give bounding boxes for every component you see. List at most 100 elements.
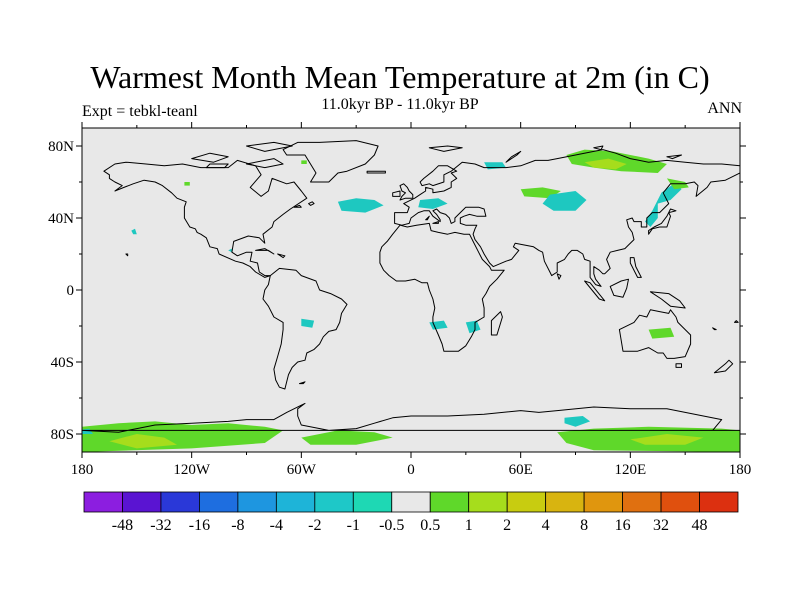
anomaly-patch-23 [184, 182, 190, 186]
colorbar-swatch [160, 491, 200, 513]
colorbar-label: -8 [231, 517, 244, 534]
coastline-0 [103, 159, 308, 278]
coastline-29 [425, 215, 430, 221]
anomaly-patch-17 [429, 320, 448, 330]
colorbar-label: 2 [503, 517, 511, 534]
coastline-31 [299, 381, 306, 385]
colorbar: -48 -32 -16 -8 -4 -2 -1 -0.5 0.5 1 2 4 8 16 32 48 [83, 491, 739, 534]
lat-tick-label: 40S [51, 355, 74, 371]
anomaly-patch-14 [645, 182, 682, 227]
colorbar-label: -48 [112, 517, 133, 534]
lon-tick-label: 180 [71, 462, 94, 478]
coastline-35 [734, 320, 739, 323]
colorbar-swatch [660, 491, 700, 513]
coastline-34 [125, 253, 129, 257]
colorbar-swatch [275, 491, 316, 513]
coastline-22 [246, 141, 293, 152]
coastline-13 [609, 278, 629, 298]
colorbar-label: 0.5 [420, 517, 440, 534]
colorbar-swatch [622, 491, 662, 513]
coastline-36 [712, 327, 717, 331]
coastline-6 [82, 402, 740, 433]
lat-tick-label: 80N [48, 139, 74, 155]
anomaly-patch-2 [301, 430, 393, 445]
colorbar-label: -1 [347, 517, 360, 534]
colorbar-swatch [545, 491, 585, 513]
coastline-23 [246, 158, 284, 169]
coastline-33 [293, 204, 302, 208]
experiment-label: Expt = tebkl-teanl [82, 103, 198, 120]
colorbar-swatch [699, 491, 739, 513]
lon-tick-label: 60E [509, 462, 533, 478]
map-axes: 180 120W 60W 0 60E 120E 180 80N 40N 0 40S 80S [48, 122, 751, 478]
anomaly-patch-21 [228, 248, 232, 253]
lon-tick-label: 120W [173, 462, 211, 478]
colorbar-label: 4 [542, 517, 550, 534]
lat-tick-label: 80S [51, 427, 74, 443]
coastline-1 [262, 267, 348, 390]
coastline-21 [191, 152, 229, 163]
coastline-3 [379, 222, 505, 352]
colorbar-swatch [83, 491, 123, 513]
coastline-18 [556, 273, 562, 280]
anomaly-patch-5 [564, 416, 591, 427]
colorbar-label: -2 [308, 517, 321, 534]
coastline-4 [394, 149, 740, 287]
colorbar-label: 8 [580, 517, 588, 534]
coastline-28 [666, 154, 682, 160]
lon-tick-label: 180 [729, 462, 752, 478]
colorbar-label: 1 [465, 517, 473, 534]
colorbar-label: -4 [270, 517, 283, 534]
coastline-17 [629, 257, 642, 278]
coastline-7 [399, 183, 414, 201]
coastline-10 [648, 208, 677, 235]
colorbar-swatch [391, 491, 431, 513]
coastline-15 [713, 359, 734, 374]
coastline-14 [649, 291, 686, 309]
coastline-27 [593, 145, 604, 151]
colorbar-swatch [122, 491, 162, 513]
coastline-5 [618, 309, 692, 359]
coastline-25 [428, 145, 463, 152]
anomaly-patch-18 [301, 318, 315, 328]
coastline-2 [282, 140, 379, 183]
colorbar-label: 48 [692, 517, 708, 534]
map-area [81, 127, 741, 453]
anomaly-patch-16 [465, 320, 481, 334]
coastline-16 [675, 363, 682, 368]
anomaly-patch-13 [542, 191, 587, 211]
colorbar-swatch [199, 491, 239, 513]
anomaly-patch-20 [131, 228, 137, 235]
anomaly-patch-11 [337, 198, 384, 213]
colorbar-label: -16 [189, 517, 210, 534]
lat-tick-label: 0 [67, 283, 75, 299]
colorbar-swatch [429, 491, 470, 513]
colorbar-label: 16 [615, 517, 631, 534]
colorbar-swatch [583, 491, 623, 513]
lon-tick-label: 0 [407, 462, 415, 478]
lat-tick-label: 40N [48, 211, 74, 227]
anomaly-patch-1 [109, 434, 177, 449]
map-background [82, 128, 740, 452]
coastline-12 [584, 280, 606, 302]
coastline-9 [366, 170, 386, 174]
coastline-8 [392, 190, 401, 197]
coastline-30 [432, 221, 439, 224]
coastline-11 [490, 311, 503, 336]
plot-title: Warmest Month Mean Temperature at 2m (in… [90, 59, 710, 95]
colorbar-swatch [468, 491, 508, 513]
anomaly-patch-4 [630, 434, 704, 445]
colorbar-label: 32 [653, 517, 669, 534]
anomaly-patch-19 [648, 327, 675, 339]
coastline-19 [255, 248, 275, 255]
lon-tick-label: 120E [614, 462, 646, 478]
coastline-26 [505, 150, 522, 163]
plot-subtitle: 11.0kyr BP - 11.0kyr BP [321, 96, 479, 113]
colorbar-label: -0.5 [379, 517, 404, 534]
anomaly-patch-22 [301, 160, 307, 164]
colorbar-swatch [314, 491, 354, 513]
coastline-20 [277, 253, 286, 259]
season-label: ANN [707, 100, 742, 117]
anomaly-patch-12 [418, 198, 448, 209]
